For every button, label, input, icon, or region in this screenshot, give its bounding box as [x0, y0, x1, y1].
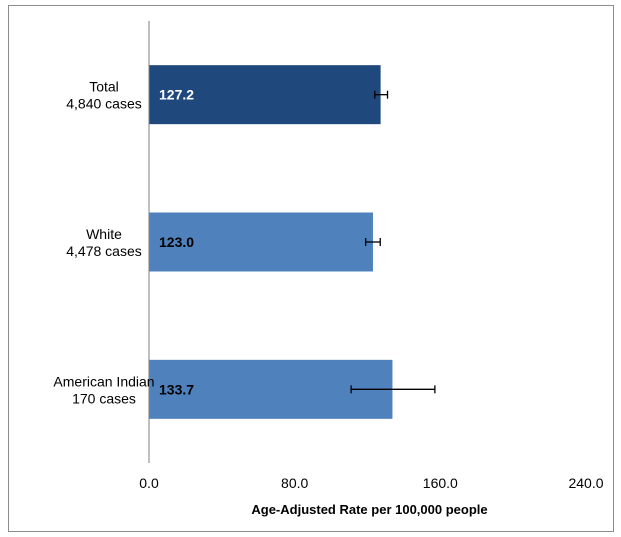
chart-frame: 127.2 Total 4,840 cases 123.0 White 4,478 cas…	[8, 5, 614, 532]
x-tick-label-3: 240.0	[568, 475, 603, 491]
x-tick-label-0: 0.0	[139, 475, 159, 491]
bar-0	[149, 65, 381, 125]
data-label-0: 127.2	[159, 87, 194, 103]
category-label-2: American Indian 170 cases	[53, 373, 154, 406]
category-label-1: White 4,478 cases	[66, 226, 142, 259]
x-axis-title: Age-Adjusted Rate per 100,000 people	[251, 502, 487, 517]
category-label-line-1-1: 4,478 cases	[66, 243, 142, 259]
data-label-2: 133.7	[159, 381, 194, 397]
category-label-line-0-0: Total	[89, 79, 119, 95]
error-bars-layer	[350, 90, 436, 394]
x-tick-label-2: 160.0	[423, 475, 458, 491]
bar-1	[149, 212, 373, 272]
labels-layer: 127.2 Total 4,840 cases 123.0 White 4,478 cas…	[53, 79, 603, 491]
category-label-line-1-0: White	[86, 226, 122, 242]
data-label-1: 123.0	[159, 234, 194, 250]
category-label-0: Total 4,840 cases	[66, 79, 142, 112]
x-tick-label-1: 80.0	[281, 475, 308, 491]
category-label-line-2-1: 170 cases	[72, 390, 136, 406]
category-label-line-2-0: American Indian	[53, 373, 154, 389]
bar-chart: 127.2 Total 4,840 cases 123.0 White 4,478 cas…	[53, 21, 604, 517]
category-label-line-0-1: 4,840 cases	[66, 96, 142, 112]
